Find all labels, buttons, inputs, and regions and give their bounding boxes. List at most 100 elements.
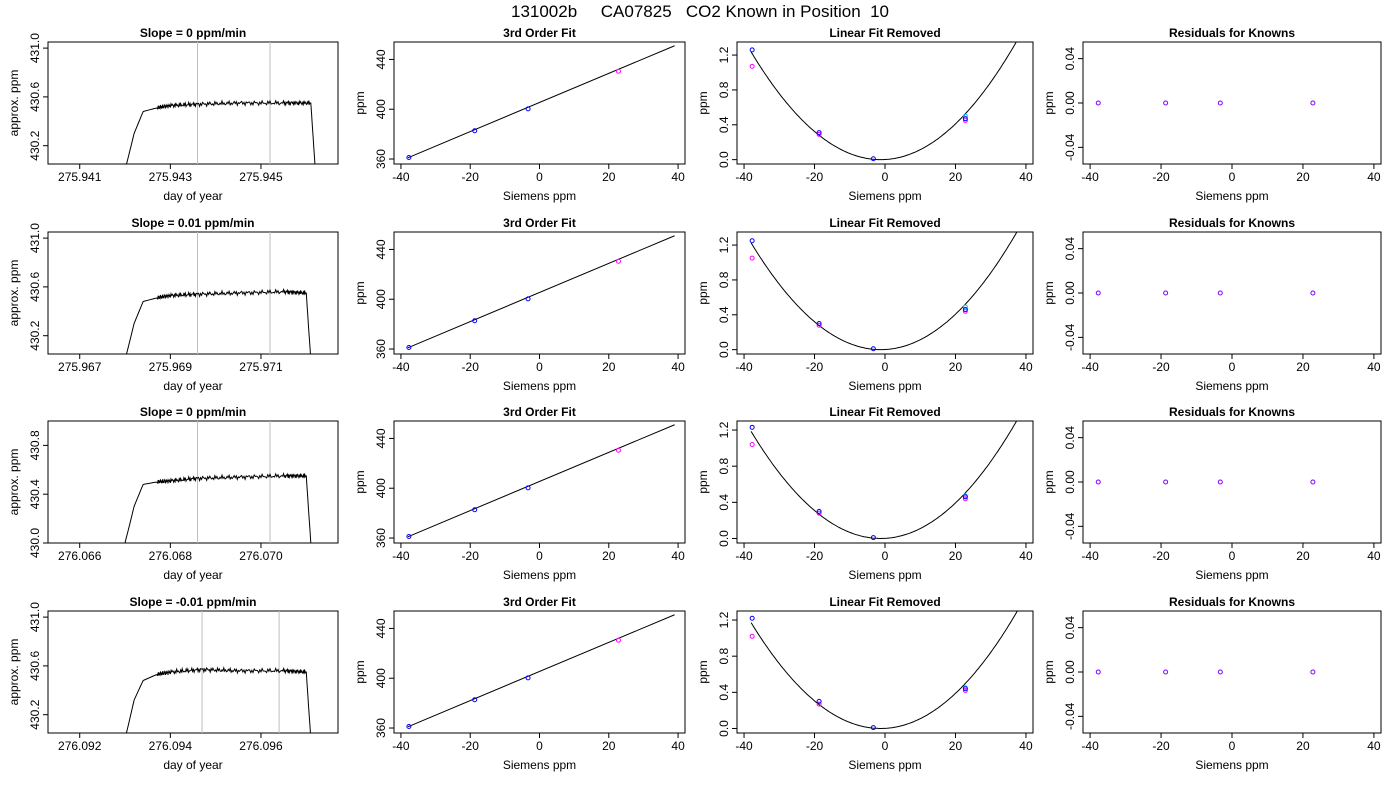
- fit-4-point: [615, 637, 621, 643]
- fit-3-xtick-label: -40: [392, 549, 410, 563]
- linfit-2-ytick-label: 0.4: [717, 306, 731, 323]
- fit-2-point: [472, 318, 478, 324]
- linfit-3-parabola: [750, 421, 1018, 539]
- resid-3-ylabel: ppm: [1042, 470, 1056, 493]
- fit-4-fit-line: [407, 614, 675, 728]
- fit-1-xlabel: Siemens ppm: [503, 189, 576, 203]
- linfit-2-xtick-label: 20: [949, 360, 963, 374]
- linfit-2-point-blue: [870, 346, 876, 352]
- fit-1-point: [406, 155, 412, 161]
- resid-4-title: Residuals for Knowns: [1169, 595, 1295, 609]
- fit-3-point: [472, 507, 478, 513]
- linfit-4-xtick-label: 40: [1019, 739, 1033, 753]
- resid-3-point: [1217, 479, 1223, 485]
- resid-3-xtick-label: -40: [1081, 549, 1099, 563]
- linfit-2-ytick-label: 0.0: [717, 341, 731, 358]
- resid-1-xlabel: Siemens ppm: [1195, 189, 1268, 203]
- trace-3-xlabel: day of year: [163, 568, 222, 582]
- linfit-4-ylabel: ppm: [696, 660, 710, 683]
- fit-4-xtick-label: 40: [671, 739, 685, 753]
- fit-1-ytick-label: 440: [374, 49, 388, 69]
- resid-2-ytick-label: 0.00: [1063, 281, 1077, 305]
- fit-4-xtick-label: -20: [462, 739, 480, 753]
- linfit-3-xtick-label: 20: [949, 549, 963, 563]
- fit-3-xtick-label: -20: [462, 549, 480, 563]
- linfit-1-xlabel: Siemens ppm: [848, 189, 921, 203]
- trace-4-frame: [47, 610, 339, 734]
- linfit-4-point-magenta: [816, 701, 822, 707]
- linfit-1-point-magenta: [816, 131, 822, 137]
- linfit-4-point-magenta: [749, 633, 755, 639]
- linfit-1-xtick-label: -20: [806, 170, 824, 184]
- linfit-3-ytick-label: 1.2: [717, 421, 731, 438]
- resid-4-xtick-label: -40: [1081, 739, 1099, 753]
- trace-1-frame: [47, 41, 339, 165]
- trace-2-ytick-label: 431.0: [28, 223, 42, 253]
- fit-3-ytick-label: 400: [374, 478, 388, 498]
- trace-4-xtick-label: 276.094: [149, 739, 193, 753]
- linfit-3-xtick-label: 40: [1019, 549, 1033, 563]
- linfit-3-ytick-label: 0.8: [717, 458, 731, 475]
- linfit-1-ytick-label: 0.0: [717, 151, 731, 168]
- fit-1-point: [615, 68, 621, 74]
- trace-3-ytick-label: 430.8: [28, 430, 42, 460]
- trace-4-ytick-label: 430.2: [28, 699, 42, 729]
- linfit-1-point-blue: [749, 47, 755, 53]
- trace-2-ylabel: approx. ppm: [7, 260, 21, 327]
- linfit-1-ytick-label: 1.2: [717, 46, 731, 63]
- fit-4-ytick-label: 360: [374, 718, 388, 738]
- fit-4-xtick-label: -40: [392, 739, 410, 753]
- trace-4-title: Slope = -0.01 ppm/min: [129, 595, 256, 609]
- linfit-3-frame: [736, 420, 1034, 544]
- linfit-4-ytick-label: 1.2: [717, 611, 731, 628]
- linfit-1-xtick-label: 0: [882, 170, 889, 184]
- resid-4-ytick-label: 0.04: [1063, 616, 1077, 640]
- fit-3-xlabel: Siemens ppm: [503, 568, 576, 582]
- trace-2-ytick-label: 430.6: [28, 272, 42, 302]
- trace-3-trace-line: [124, 472, 312, 543]
- linfit-3-xlabel: Siemens ppm: [848, 568, 921, 582]
- resid-1-frame: [1082, 41, 1382, 165]
- linfit-4-ytick-label: 0.0: [717, 720, 731, 737]
- linfit-2-xtick-label: -40: [735, 360, 753, 374]
- trace-2-xtick-label: 275.971: [239, 360, 283, 374]
- resid-3-xlabel: Siemens ppm: [1195, 568, 1268, 582]
- fit-3-ylabel: ppm: [353, 470, 367, 493]
- linfit-1-point-blue: [816, 130, 822, 136]
- resid-1-xtick-label: 0: [1229, 170, 1236, 184]
- linfit-1-ylabel: ppm: [696, 91, 710, 114]
- trace-3-ylabel: approx. ppm: [7, 449, 21, 516]
- linfit-4-xtick-label: -20: [806, 739, 824, 753]
- resid-3-ytick-label: 0.04: [1063, 426, 1077, 450]
- fit-2-xtick-label: -20: [462, 360, 480, 374]
- resid-3-point: [1163, 479, 1169, 485]
- trace-2-xtick-label: 275.967: [58, 360, 102, 374]
- resid-2-ytick-label: -0.04: [1063, 323, 1077, 351]
- linfit-3-point-blue: [962, 494, 968, 500]
- resid-1-point: [1095, 100, 1101, 106]
- fit-3-title: 3rd Order Fit: [503, 405, 576, 419]
- fit-2-xlabel: Siemens ppm: [503, 379, 576, 393]
- fit-4-point: [525, 675, 531, 681]
- resid-3-ytick-label: -0.04: [1063, 512, 1077, 540]
- linfit-2-point-blue: [749, 238, 755, 244]
- resid-4-ytick-label: -0.04: [1063, 702, 1077, 730]
- trace-1-ytick-label: 430.6: [28, 82, 42, 112]
- linfit-2-xtick-label: 40: [1019, 360, 1033, 374]
- resid-1-ytick-label: 0.04: [1063, 47, 1077, 71]
- fit-4-ylabel: ppm: [353, 660, 367, 683]
- resid-4-ytick-label: 0.00: [1063, 660, 1077, 684]
- fit-2-ylabel: ppm: [353, 281, 367, 304]
- linfit-4-point-blue: [870, 725, 876, 731]
- resid-3-point: [1095, 479, 1101, 485]
- linfit-4-xtick-label: -40: [735, 739, 753, 753]
- linfit-1-xtick-label: -40: [735, 170, 753, 184]
- resid-4-xtick-label: 20: [1296, 739, 1310, 753]
- linfit-4-point-blue: [749, 615, 755, 621]
- linfit-3-xtick-label: -40: [735, 549, 753, 563]
- resid-1-point: [1310, 100, 1316, 106]
- trace-1-ytick-label: 430.2: [28, 130, 42, 160]
- linfit-1-parabola: [750, 42, 1017, 161]
- linfit-1-ytick-label: 0.4: [717, 116, 731, 133]
